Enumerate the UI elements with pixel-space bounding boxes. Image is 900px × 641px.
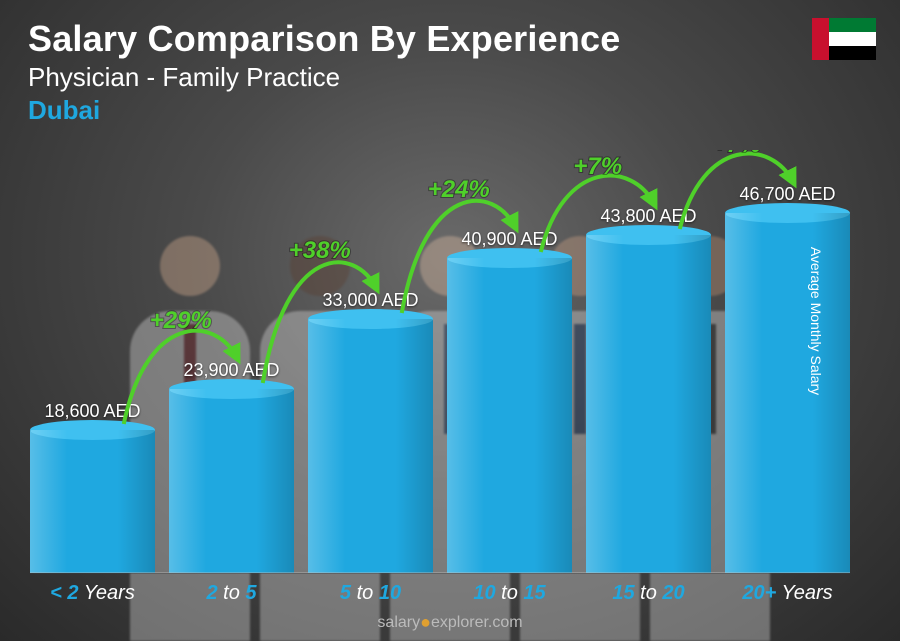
- bar: [586, 235, 711, 573]
- bar: [30, 430, 155, 573]
- x-axis-label: 5 to 10: [308, 582, 433, 605]
- bar-slot: 40,900 AED: [447, 229, 572, 573]
- chart-baseline: [30, 572, 850, 574]
- x-axis-label: < 2 Years: [30, 582, 155, 605]
- brand-part-a: salary: [377, 614, 420, 631]
- chart-area: 18,600 AED 23,900 AED 33,000 AED 40,900 AED…: [30, 150, 850, 573]
- brand-part-c: .com: [488, 614, 523, 631]
- x-axis: < 2 Years 2 to 5 5 to 10 10 to 15 15 to 20 20…: [30, 582, 850, 605]
- chart-subtitle: Physician - Family Practice: [28, 62, 872, 93]
- bar: [169, 389, 294, 573]
- bar-slot: 33,000 AED: [308, 290, 433, 573]
- bar-value-label: 33,000 AED: [322, 290, 418, 311]
- flag-band-red: [812, 18, 829, 60]
- bar-value-label: 43,800 AED: [600, 206, 696, 227]
- header: Salary Comparison By Experience Physicia…: [28, 18, 872, 126]
- uae-flag-icon: [812, 18, 876, 60]
- bar: [447, 258, 572, 573]
- bar-value-label: 40,900 AED: [461, 229, 557, 250]
- brand-part-b: explorer: [431, 614, 488, 631]
- bar-value-label: 23,900 AED: [183, 360, 279, 381]
- x-axis-label: 20+ Years: [725, 582, 850, 605]
- bar: [725, 213, 850, 573]
- bar-slot: 43,800 AED: [586, 206, 711, 573]
- bar-slot: 23,900 AED: [169, 360, 294, 573]
- x-axis-label: 2 to 5: [169, 582, 294, 605]
- y-axis-label: Average Monthly Salary: [808, 246, 824, 394]
- bar-value-label: 18,600 AED: [44, 401, 140, 422]
- chart-title: Salary Comparison By Experience: [28, 18, 872, 60]
- footer-branding: salary●explorer.com: [0, 612, 900, 633]
- bar-value-label: 46,700 AED: [739, 184, 835, 205]
- brand-dot-icon: ●: [420, 612, 431, 632]
- bar: [308, 319, 433, 573]
- x-axis-label: 10 to 15: [447, 582, 572, 605]
- bar-container: 18,600 AED 23,900 AED 33,000 AED 40,900 AED…: [30, 150, 850, 573]
- chart-location: Dubai: [28, 95, 872, 126]
- bar-slot: 46,700 AED: [725, 184, 850, 573]
- x-axis-label: 15 to 20: [586, 582, 711, 605]
- bar-slot: 18,600 AED: [30, 401, 155, 573]
